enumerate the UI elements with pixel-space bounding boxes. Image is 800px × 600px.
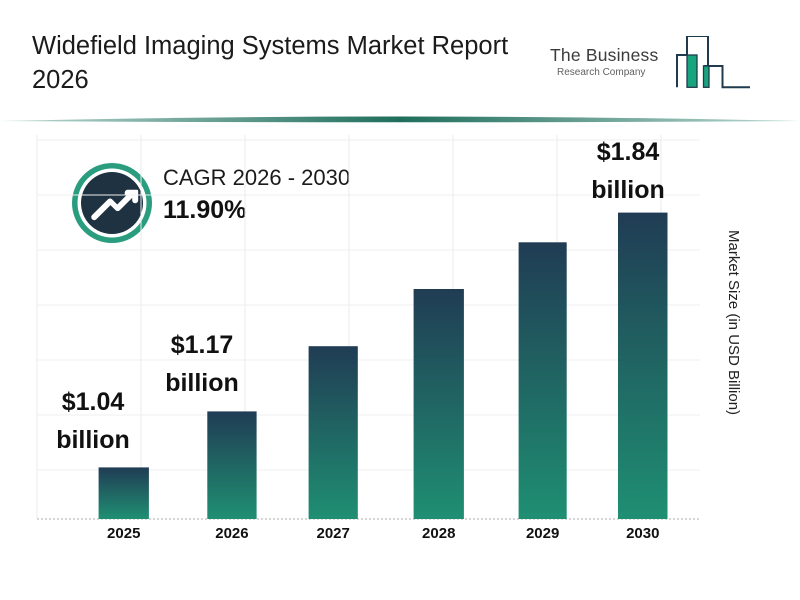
svg-text:The Business: The Business — [550, 45, 658, 65]
svg-text:Research Company: Research Company — [557, 67, 645, 78]
